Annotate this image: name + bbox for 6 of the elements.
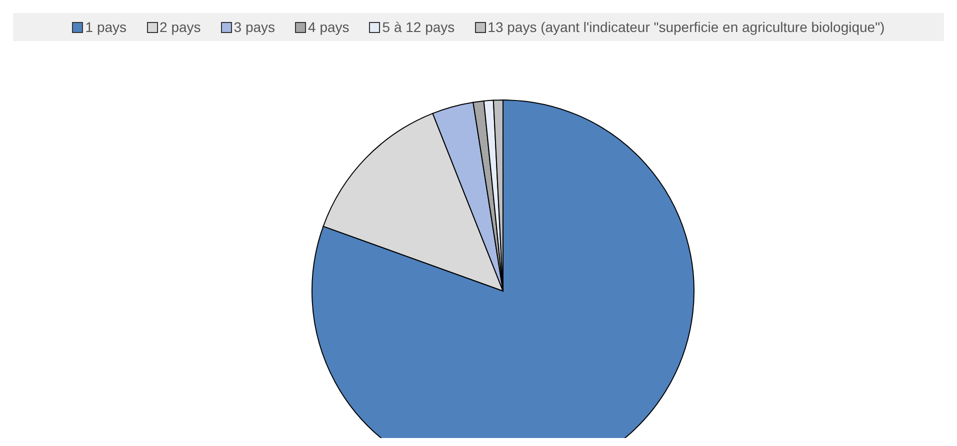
legend-label: 4 pays: [307, 19, 350, 35]
legend-label: 1 pays: [84, 19, 127, 35]
legend-label: 13 pays (ayant l'indicateur "superficie en agriculture biologique"): [486, 19, 885, 35]
legend-label: 5 à 12 pays: [381, 19, 455, 35]
legend-label: 3 pays: [232, 19, 276, 35]
legend-label: 2 pays: [158, 19, 201, 35]
